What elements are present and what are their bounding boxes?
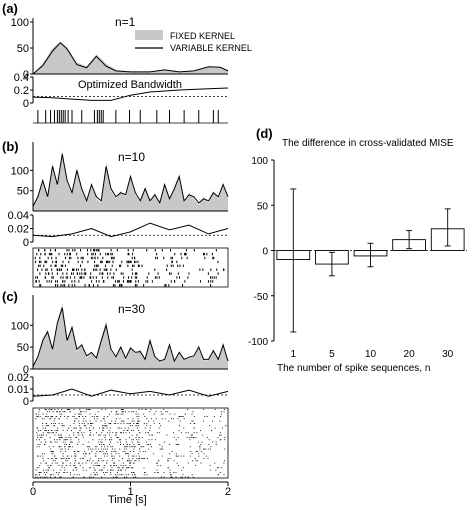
panel-b: (b) n=10 50 100 00.02 0.04 — [2, 139, 229, 288]
c-bw-ytick-label: 0.01 — [8, 384, 29, 396]
a-bw-ytick-label: 0 — [23, 98, 29, 110]
panel-d-label: (d) — [256, 126, 273, 141]
d-category-label: 20 — [404, 349, 416, 360]
b-rate-ytick-label: 100 — [11, 165, 29, 177]
legend-variable-label: VARIABLE KERNEL — [170, 43, 252, 53]
c-xtick-label: 1 — [127, 486, 133, 498]
panel-b-rate-plot: 50 100 — [11, 142, 229, 212]
panel-a: (a) n=1 FIXED KERNEL VARIABLE KERNEL 0 50… — [2, 1, 252, 124]
a-bw-ytick-label: 0.2 — [14, 85, 29, 97]
c-rate-ytick-label: 50 — [17, 342, 29, 354]
panel-d: (d) The difference in cross-validated MI… — [248, 126, 467, 374]
panel-d-xlabel: The number of spike sequences, n — [277, 363, 430, 374]
legend-fixed-swatch — [135, 30, 163, 40]
b-raster-frame — [32, 247, 229, 288]
b-bw-ytick-label: 0 — [23, 237, 29, 249]
c-rate-ytick-label: 0 — [23, 364, 29, 376]
a-rate-ytick-label: 0 — [23, 69, 29, 81]
d-ytick-label: 50 — [257, 201, 269, 212]
panel-c-raster — [32, 407, 229, 479]
panel-a-raster — [33, 110, 228, 124]
panel-a-rate-plot: 0 50 100 — [11, 17, 229, 81]
panel-b-title: n=10 — [118, 150, 145, 164]
panel-c-rate-plot: 0 50 100 — [11, 295, 229, 376]
panel-d-title: The difference in cross-validated MISE — [282, 138, 454, 149]
b-bw-ytick-label: 0.02 — [8, 224, 29, 236]
panel-a-title: n=1 — [115, 15, 136, 29]
panel-d-bar-chart: -100 -50 0 50 100 1 5 10 20 30 — [248, 156, 467, 360]
legend-fixed: FIXED KERNEL — [135, 30, 235, 41]
a-rate-ytick-label: 50 — [17, 43, 29, 55]
c-raster-frame — [32, 407, 229, 479]
panel-c-bandwidth-plot: 00.010.02 — [8, 372, 229, 408]
d-category-label: 5 — [329, 349, 335, 360]
c-xtick-label: 2 — [225, 486, 231, 498]
panel-c-title: n=30 — [118, 302, 145, 316]
d-ytick-label: -100 — [248, 337, 268, 348]
b-rate-fixed-area — [33, 150, 228, 211]
b-bw-ytick-label: 0.04 — [8, 210, 29, 222]
c-rate-variable-line — [32, 307, 229, 367]
c-bw-ytick-label: 0 — [23, 396, 29, 408]
a-bw-ytick-label: 0.4 — [14, 72, 29, 84]
panel-c-xlabel: Time [s] — [108, 494, 147, 506]
c-rate-ytick-label: 100 — [11, 320, 29, 332]
d-category-label: 30 — [442, 349, 454, 360]
panel-a-bandwidth-plot: 00.20.4 — [14, 72, 229, 110]
legend-fixed-label: FIXED KERNEL — [170, 31, 235, 41]
b-bw-variable-bandwidth — [32, 222, 229, 238]
d-category-label: 1 — [291, 349, 297, 360]
b-rate-ytick-label: 50 — [17, 186, 29, 198]
d-ytick-label: 100 — [251, 156, 268, 167]
b-rate-variable-line — [32, 154, 229, 207]
d-ytick-label: 0 — [262, 247, 268, 258]
c-bw-variable-bandwidth — [32, 388, 229, 397]
a-bw-variable-bandwidth — [32, 87, 229, 101]
d-category-label: 10 — [365, 349, 377, 360]
panel-a-bandwidth-label: Optimized Bandwidth — [78, 79, 182, 91]
d-ytick-label: -50 — [254, 292, 269, 303]
a-rate-ytick-label: 100 — [11, 17, 29, 29]
panel-b-label: (b) — [2, 139, 19, 154]
panel-b-raster — [32, 247, 229, 288]
a-rate-variable-line — [32, 42, 229, 75]
panel-a-label: (a) — [2, 1, 18, 16]
panel-c-x-axis: 0 1 2 — [30, 481, 231, 498]
panel-c-label: (c) — [2, 289, 18, 304]
c-bw-ytick-label: 0.02 — [8, 372, 29, 384]
c-xtick-label: 0 — [30, 486, 36, 498]
legend-variable: VARIABLE KERNEL — [135, 43, 252, 53]
panel-b-bandwidth-plot: 00.02 0.04 — [8, 210, 229, 249]
